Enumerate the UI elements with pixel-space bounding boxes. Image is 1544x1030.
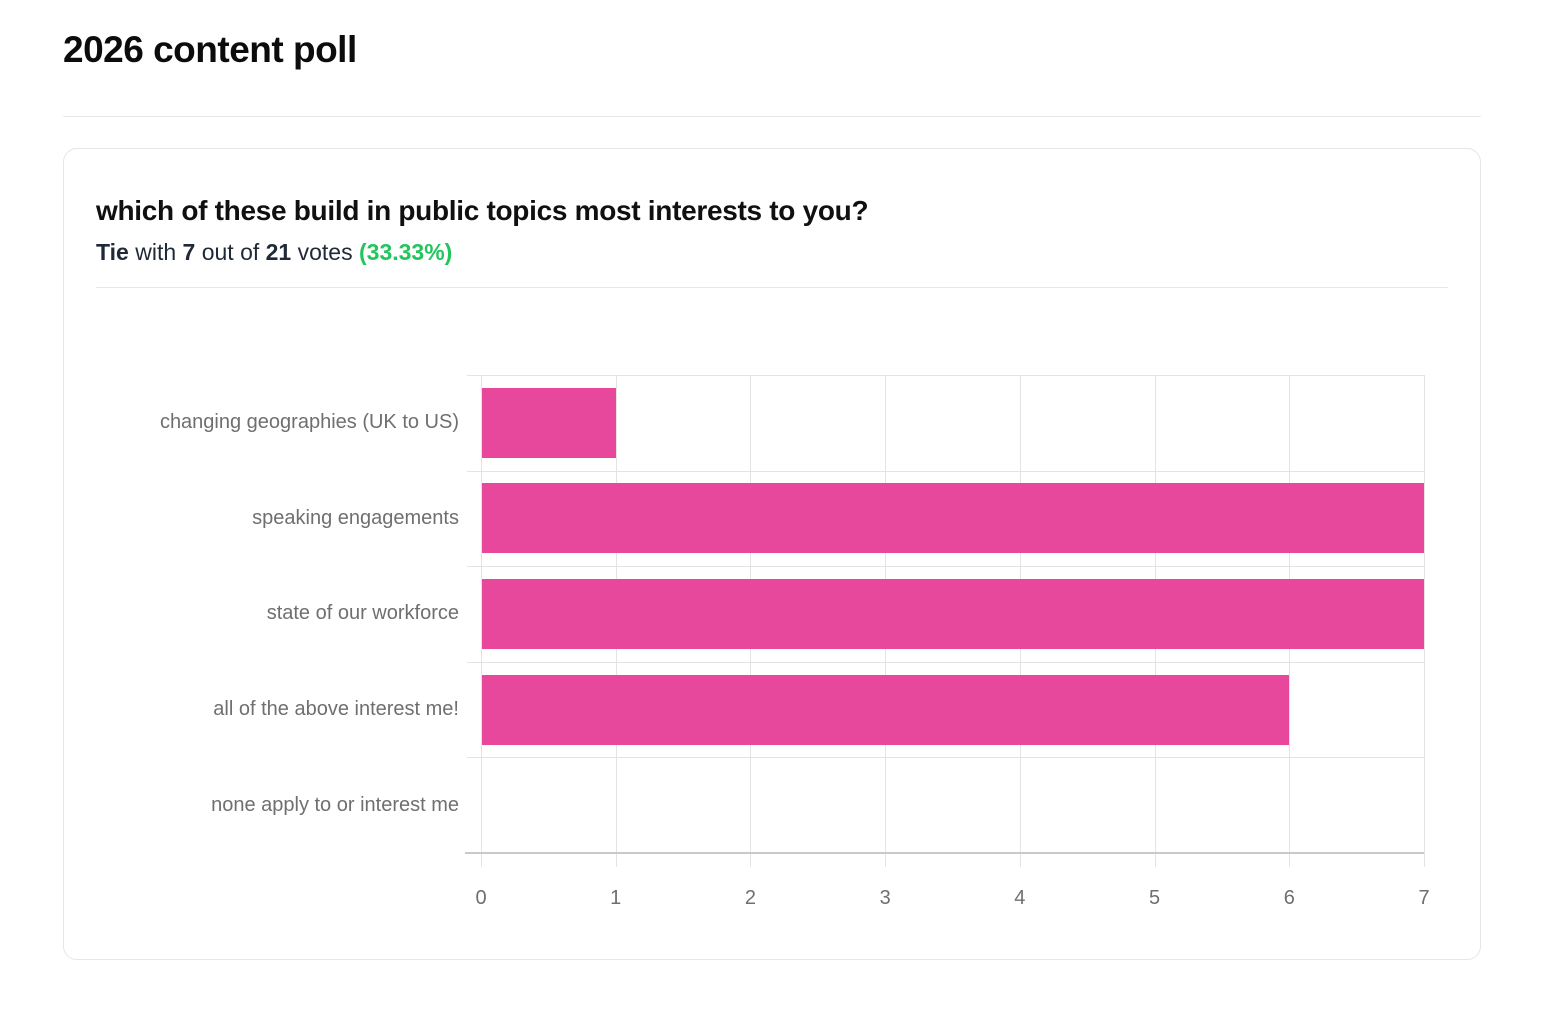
card-divider bbox=[96, 287, 1448, 288]
gridline-horizontal bbox=[467, 757, 1424, 759]
summary-leader: Tie bbox=[96, 239, 129, 265]
x-tick-label: 7 bbox=[1418, 887, 1430, 909]
summary-votes: 7 bbox=[182, 239, 196, 265]
page: 2026 content poll which of these build i… bbox=[0, 28, 1544, 960]
plot-wrap: 0 1 2 3 4 5 6 7 bbox=[465, 375, 1430, 913]
category-label: changing geographies (UK to US) bbox=[159, 411, 459, 434]
poll-chart: changing geographies (UK to US) speaking … bbox=[96, 375, 1448, 913]
x-tick-label: 0 bbox=[475, 887, 487, 909]
poll-result-summary: Tie with 7 out of 21 votes (33.33%) bbox=[96, 237, 1448, 267]
x-tick-label: 3 bbox=[879, 887, 891, 909]
summary-total: 21 bbox=[265, 239, 292, 265]
poll-question: which of these build in public topics mo… bbox=[96, 195, 869, 226]
gridline-horizontal bbox=[467, 566, 1424, 568]
x-tick-label: 4 bbox=[1014, 887, 1026, 909]
x-tick-label: 6 bbox=[1283, 887, 1295, 909]
poll-card: which of these build in public topics mo… bbox=[63, 148, 1481, 960]
chart-bar[interactable] bbox=[482, 483, 1424, 554]
gridline-horizontal bbox=[467, 375, 1424, 376]
gridline-vertical bbox=[1424, 375, 1425, 867]
summary-text: votes bbox=[291, 239, 359, 265]
x-tick-label: 5 bbox=[1149, 887, 1161, 909]
plot-area bbox=[465, 375, 1425, 867]
category-label: all of the above interest me! bbox=[213, 698, 459, 721]
page-divider bbox=[63, 116, 1481, 117]
chart-bar[interactable] bbox=[482, 579, 1424, 649]
gridline-horizontal bbox=[467, 661, 1424, 663]
chart-bar[interactable] bbox=[482, 674, 1290, 745]
summary-text: with bbox=[128, 239, 183, 265]
chart-bar[interactable] bbox=[482, 387, 616, 458]
summary-percent: (33.33%) bbox=[359, 239, 453, 265]
gridline-horizontal bbox=[467, 470, 1424, 472]
x-tick-label: 1 bbox=[610, 887, 622, 909]
category-label: state of our workforce bbox=[266, 602, 459, 625]
x-axis-line bbox=[465, 852, 1424, 854]
x-axis: 0 1 2 3 4 5 6 7 bbox=[475, 853, 1429, 913]
gridline-vertical bbox=[481, 375, 482, 867]
x-tick-label: 2 bbox=[744, 887, 756, 909]
category-label: speaking engagements bbox=[252, 506, 459, 529]
category-label: none apply to or interest me bbox=[211, 793, 459, 816]
summary-text: out of bbox=[195, 239, 266, 265]
y-axis-labels: changing geographies (UK to US) speaking … bbox=[96, 375, 481, 913]
page-title: 2026 content poll bbox=[63, 29, 357, 70]
